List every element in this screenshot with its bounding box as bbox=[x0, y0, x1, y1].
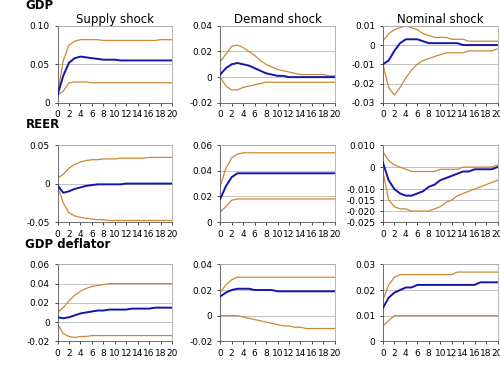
Title: Nominal shock: Nominal shock bbox=[397, 13, 484, 26]
Text: GDP: GDP bbox=[26, 0, 54, 12]
Title: Demand shock: Demand shock bbox=[234, 13, 322, 26]
Title: Supply shock: Supply shock bbox=[76, 13, 154, 26]
Text: GDP deflator: GDP deflator bbox=[26, 238, 111, 251]
Text: REER: REER bbox=[26, 118, 60, 131]
